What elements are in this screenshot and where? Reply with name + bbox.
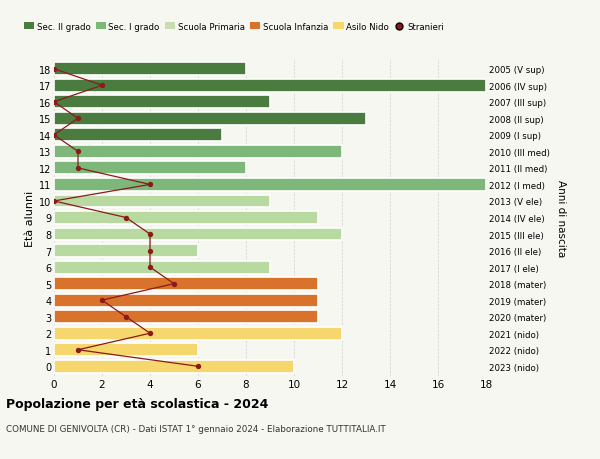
Bar [54,112,366,125]
Point [121,313,131,321]
Point [121,214,131,222]
Text: COMUNE DI GENIVOLTA (CR) - Dati ISTAT 1° gennaio 2024 - Elaborazione TUTTITALIA.: COMUNE DI GENIVOLTA (CR) - Dati ISTAT 1°… [6,425,386,434]
Bar [54,261,270,274]
Bar [54,294,318,307]
Bar [54,146,342,158]
Y-axis label: Età alunni: Età alunni [25,190,35,246]
Bar [54,212,318,224]
Bar [54,278,318,291]
Point [73,165,83,172]
Bar [54,79,486,93]
Point [49,132,59,139]
Point [145,330,155,337]
Point [73,115,83,123]
Bar [54,162,246,175]
Bar [54,179,486,191]
Bar [54,327,342,340]
Bar [54,228,342,241]
Point [145,231,155,238]
Point [145,247,155,255]
Y-axis label: Anni di nascita: Anni di nascita [556,179,566,257]
Point [49,99,59,106]
Bar [54,311,318,324]
Bar [54,245,198,257]
Point [169,280,179,288]
Point [193,363,203,370]
Bar [54,343,198,357]
Point [73,346,83,353]
Point [97,297,107,304]
Point [49,66,59,73]
Bar [54,360,294,373]
Point [49,198,59,205]
Legend: Sec. II grado, Sec. I grado, Scuola Primaria, Scuola Infanzia, Asilo Nido, Stran: Sec. II grado, Sec. I grado, Scuola Prim… [24,23,444,32]
Point [145,181,155,189]
Point [73,148,83,156]
Bar [54,195,270,208]
Text: Popolazione per età scolastica - 2024: Popolazione per età scolastica - 2024 [6,397,268,410]
Point [145,264,155,271]
Bar [54,63,246,76]
Point [97,83,107,90]
Bar [54,96,270,109]
Bar [54,129,222,142]
